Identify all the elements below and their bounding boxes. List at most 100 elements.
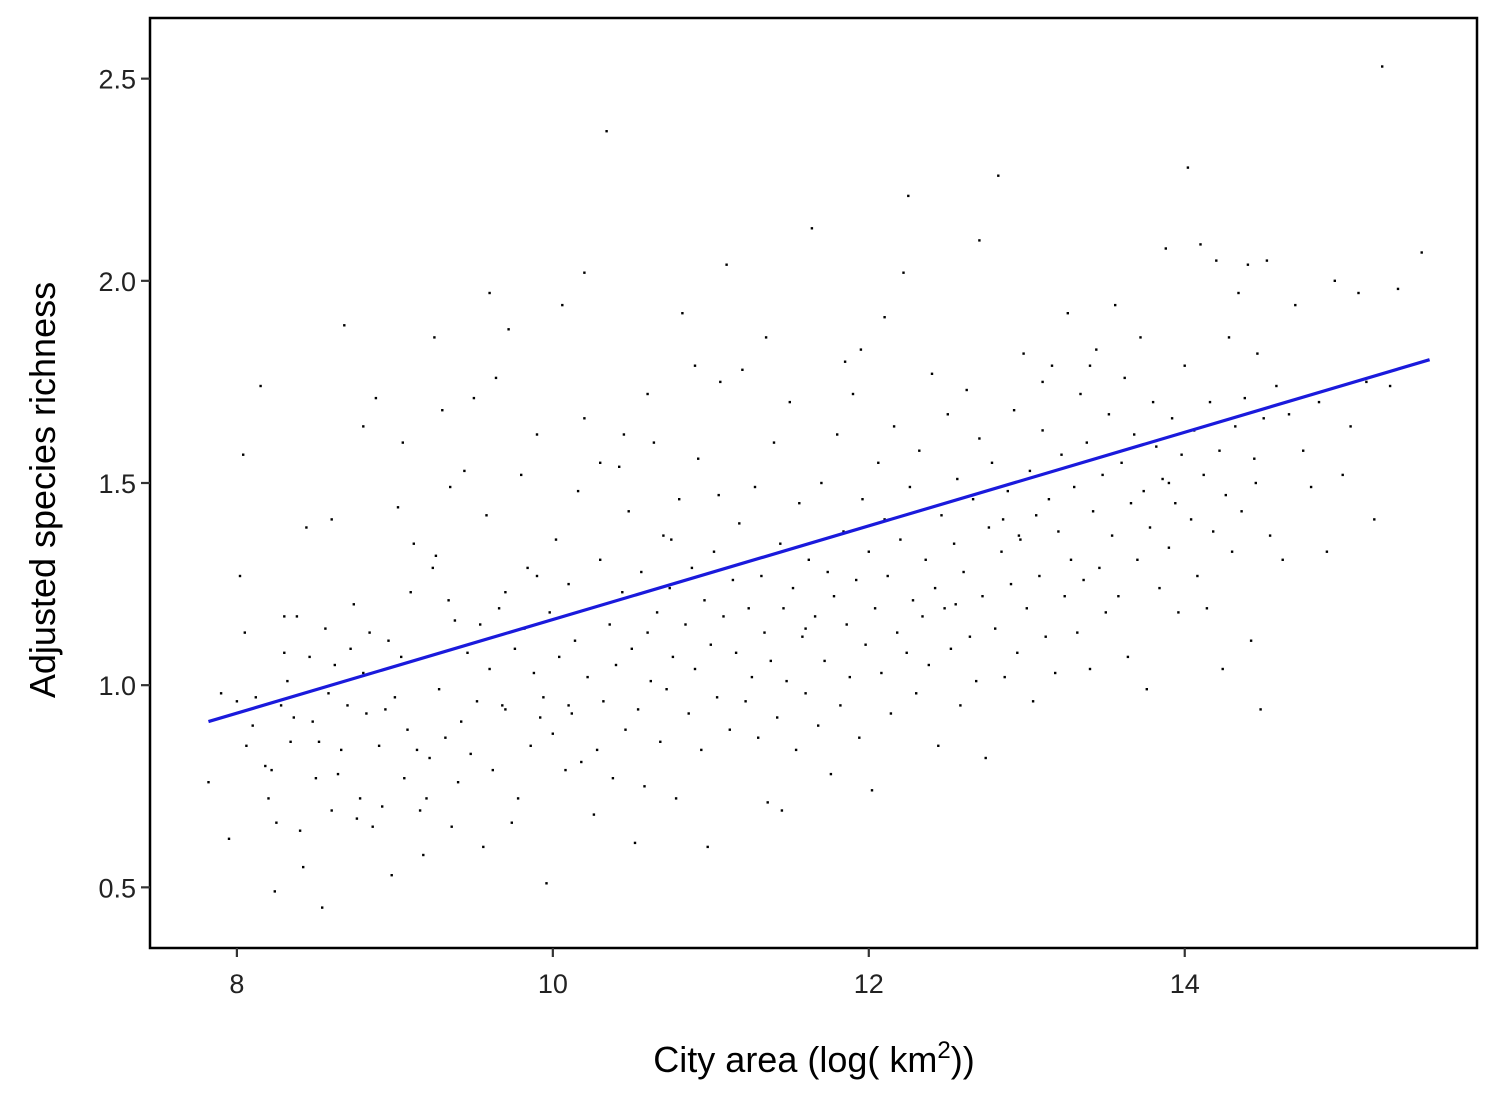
data-point [444, 736, 447, 739]
data-point [340, 748, 343, 752]
data-point [365, 712, 368, 715]
data-point [273, 890, 276, 893]
data-point [725, 263, 728, 266]
data-point [823, 659, 826, 663]
data-point [1246, 263, 1250, 266]
data-point [453, 619, 457, 622]
data-point [728, 728, 731, 731]
data-point [349, 647, 352, 650]
data-point [343, 324, 346, 327]
data-point [1199, 243, 1202, 246]
data-point [415, 748, 419, 752]
data-point [1333, 279, 1336, 282]
data-point [1041, 429, 1044, 432]
data-point [583, 271, 586, 274]
data-point [1120, 461, 1123, 464]
data-point [877, 461, 880, 464]
data-point [535, 574, 539, 578]
data-point [494, 376, 498, 380]
data-point [460, 720, 463, 723]
data-point [535, 433, 539, 436]
data-point [1066, 312, 1069, 315]
x-tick-label: 10 [538, 969, 568, 999]
data-point [851, 392, 855, 396]
data-point [324, 627, 327, 630]
data-point [870, 789, 874, 792]
data-point [717, 493, 720, 497]
data-point [693, 364, 697, 367]
data-point [227, 837, 231, 840]
data-point [1009, 582, 1013, 586]
data-point [1057, 530, 1060, 533]
data-point [298, 829, 302, 832]
data-point [627, 510, 630, 513]
data-point [652, 441, 656, 444]
data-point [839, 704, 842, 707]
data-point [251, 724, 254, 727]
data-point [283, 651, 286, 654]
data-point [715, 696, 719, 699]
data-point [1268, 534, 1272, 537]
x-axis: 8 10 12 14 [229, 948, 1200, 999]
data-point [551, 732, 554, 735]
data-point [1196, 574, 1199, 578]
data-point [670, 538, 673, 541]
data-point [905, 651, 908, 654]
data-point [889, 712, 893, 715]
data-point [690, 566, 694, 570]
data-point [618, 465, 621, 468]
data-point [943, 607, 946, 610]
data-point [1085, 441, 1088, 444]
data-point [1003, 675, 1006, 679]
data-point [1243, 396, 1246, 400]
data-point [1161, 477, 1164, 481]
data-point [330, 809, 333, 812]
data-point [567, 704, 570, 707]
data-point [668, 586, 671, 590]
data-point [655, 611, 659, 614]
data-point [674, 797, 678, 800]
data-point [873, 607, 877, 610]
data-point [1022, 352, 1025, 355]
data-point [396, 506, 400, 509]
data-point [880, 671, 883, 675]
data-point [1177, 611, 1180, 614]
data-point [791, 586, 795, 590]
data-point [867, 550, 870, 553]
data-point [259, 384, 262, 388]
data-point [501, 704, 504, 707]
data-point [1028, 469, 1032, 473]
data-point [864, 643, 867, 646]
data-point [1281, 558, 1284, 561]
data-point [1249, 639, 1253, 642]
data-point [757, 736, 760, 739]
data-point [311, 720, 314, 723]
data-point [456, 781, 460, 784]
data-point [843, 360, 847, 363]
data-point [437, 688, 441, 691]
data-point [264, 764, 267, 768]
data-point [1095, 348, 1098, 351]
data-point [1170, 417, 1174, 420]
data-point [1381, 65, 1384, 68]
data-point [469, 752, 472, 756]
data-point [1016, 651, 1019, 654]
data-point [636, 708, 640, 711]
data-point [573, 639, 577, 642]
data-point [447, 599, 450, 602]
data-point [400, 655, 403, 659]
data-point [1076, 631, 1079, 634]
data-point [267, 797, 270, 800]
data-point [409, 591, 412, 594]
data-point [1133, 433, 1136, 436]
data-point [333, 663, 336, 667]
data-point [327, 692, 330, 695]
data-point [1234, 425, 1237, 428]
data-point [1357, 291, 1360, 295]
data-point [377, 744, 381, 747]
data-point [1091, 510, 1095, 513]
data-point [643, 785, 646, 788]
data-point [611, 777, 615, 780]
data-point [472, 396, 476, 400]
